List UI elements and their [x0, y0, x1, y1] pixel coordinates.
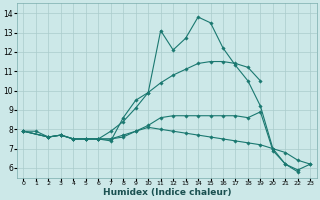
X-axis label: Humidex (Indice chaleur): Humidex (Indice chaleur) — [103, 188, 231, 197]
